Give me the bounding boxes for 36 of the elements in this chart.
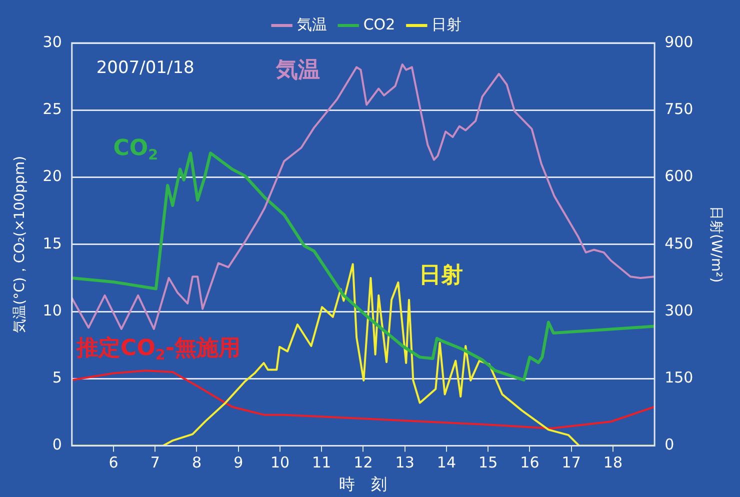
x-tick-label: 17 — [562, 454, 581, 472]
annotation: 2007/01/18 — [96, 58, 194, 78]
x-tick-label: 15 — [478, 454, 498, 472]
y2-tick-label: 300 — [664, 301, 694, 320]
y-tick-label: 20 — [42, 167, 62, 186]
y-tick-label: 5 — [52, 368, 62, 387]
y-tick-label: 0 — [52, 436, 62, 454]
y2-axis-title: 日射(W/m²) — [708, 206, 724, 283]
x-axis-title: 時 刻 — [339, 474, 388, 494]
legend-label: 日射 — [432, 15, 462, 34]
y2-tick-label: 0 — [664, 436, 674, 454]
y2-tick-label: 900 — [664, 32, 694, 51]
x-tick-label: 6 — [108, 454, 118, 472]
x-tick-label: 9 — [234, 454, 244, 472]
annotation: 日射 — [419, 262, 464, 288]
x-tick-label: 18 — [603, 454, 622, 472]
legend-label: CO2 — [363, 15, 396, 34]
y2-tick-label: 600 — [664, 167, 694, 186]
x-tick-label: 16 — [520, 454, 540, 472]
x-tick-label: 14 — [436, 454, 456, 472]
y-axis-title: 気温(°C)，CO₂(×100ppm) — [12, 156, 28, 333]
y2-tick-label: 450 — [664, 234, 694, 252]
y2-tick-label: 150 — [664, 368, 694, 387]
x-tick-label: 11 — [312, 454, 332, 472]
x-tick-label: 8 — [192, 454, 202, 472]
y-tick-label: 10 — [42, 301, 62, 320]
legend-label: 気温 — [296, 15, 327, 34]
y-tick-label: 15 — [42, 234, 62, 252]
x-tick-label: 10 — [270, 454, 290, 472]
y-tick-label: 30 — [42, 32, 62, 51]
x-tick-label: 13 — [395, 454, 414, 472]
annotation: 気温 — [274, 58, 320, 83]
x-tick-label: 7 — [150, 454, 160, 472]
y-tick-label: 25 — [42, 100, 62, 118]
y2-tick-label: 750 — [664, 100, 694, 118]
x-tick-label: 12 — [354, 454, 373, 472]
